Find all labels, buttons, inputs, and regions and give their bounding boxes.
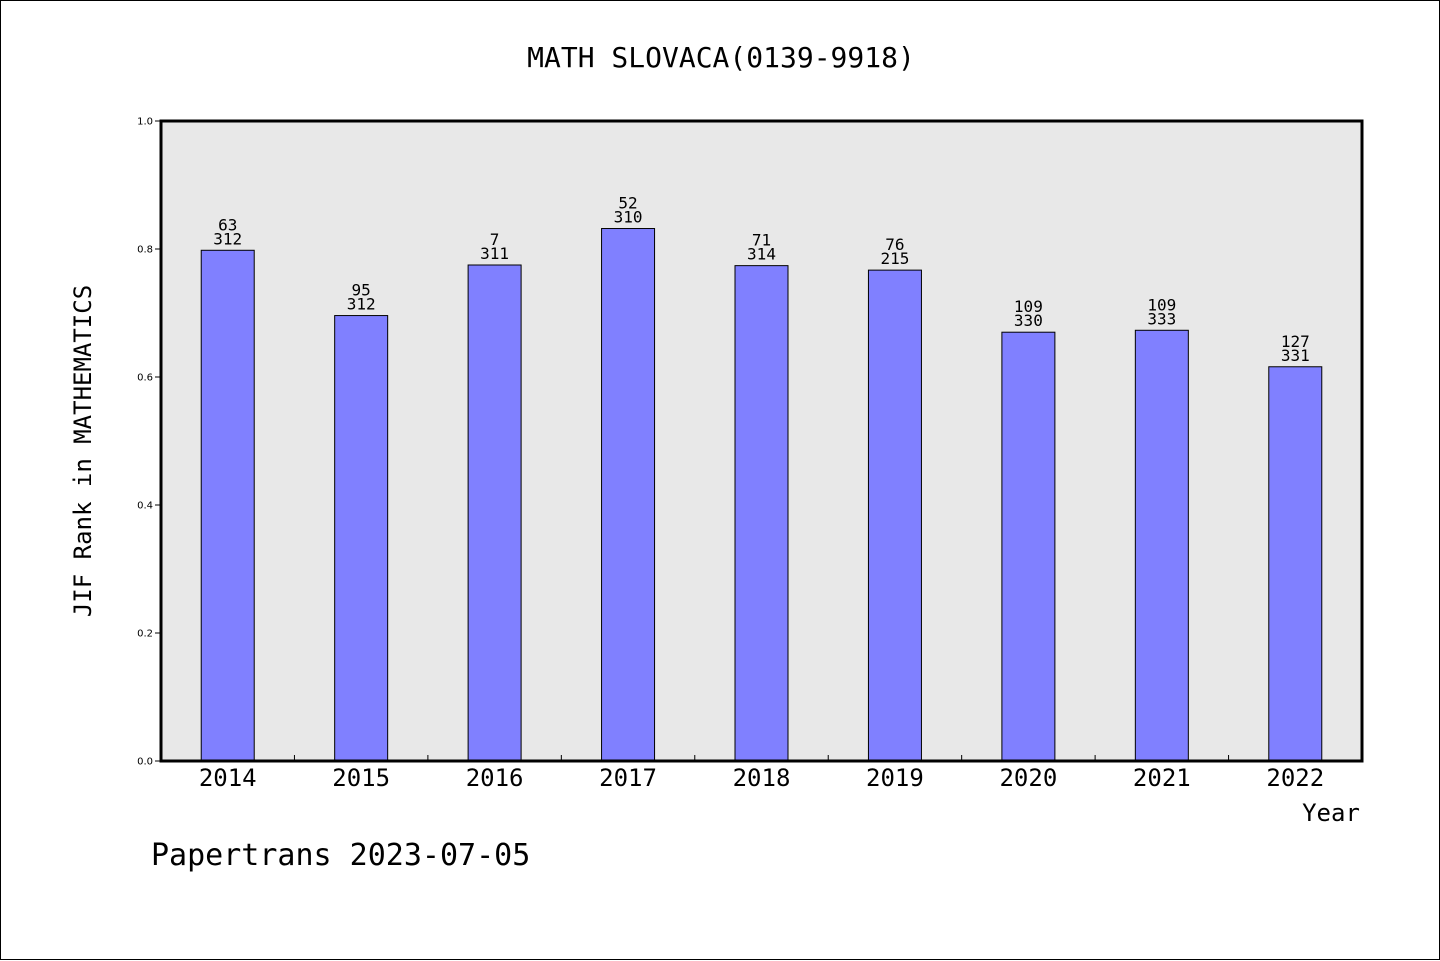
bar-2019 bbox=[867, 269, 922, 762]
bar-total-label: 331 bbox=[1281, 346, 1310, 365]
bar-total-label: 330 bbox=[1014, 311, 1043, 330]
bar-rank-label: 52 bbox=[618, 194, 637, 213]
bar-total-label: 215 bbox=[880, 249, 909, 268]
bar-2020 bbox=[1001, 331, 1056, 762]
chart-title: MATH SLOVACA(0139-9918) bbox=[527, 41, 915, 74]
footer-credit: Papertrans 2023-07-05 bbox=[151, 838, 530, 873]
x-tick-label: 2016 bbox=[466, 764, 524, 792]
bar-rank-label: 127 bbox=[1281, 332, 1310, 351]
bar-total-label: 333 bbox=[1147, 309, 1176, 328]
x-axis: 2014 2015 2016 2017 2018 2019 2020 2021 2022 bbox=[199, 755, 1324, 792]
bar-2021 bbox=[1134, 329, 1189, 762]
bar-total-label: 312 bbox=[213, 229, 242, 248]
x-tick-label: 2017 bbox=[599, 764, 657, 792]
y-tick-label: 0.6 bbox=[137, 373, 153, 384]
y-axis: 0.0 0.2 0.4 0.6 0.8 1.0 bbox=[137, 117, 161, 768]
y-tick-label: 0.4 bbox=[137, 501, 153, 512]
bar-rank-label: 76 bbox=[885, 235, 904, 254]
y-axis-label: JIF Rank in MATHEMATICS bbox=[69, 285, 97, 617]
bar-total-label: 310 bbox=[614, 208, 643, 227]
bar-rank-label: 63 bbox=[218, 215, 237, 234]
plot-border bbox=[159, 119, 1364, 763]
bar-2016 bbox=[467, 264, 522, 762]
x-tick-label: 2014 bbox=[199, 764, 257, 792]
x-tick-label: 2022 bbox=[1266, 764, 1324, 792]
y-tick-label: 0.2 bbox=[137, 629, 153, 640]
x-tick-label: 2019 bbox=[866, 764, 924, 792]
bar-rank-label: 7 bbox=[490, 230, 500, 249]
bar-total-label: 312 bbox=[347, 295, 376, 314]
bar-rank-label: 95 bbox=[352, 281, 371, 300]
bar-rank-label: 71 bbox=[752, 231, 771, 250]
bar-rank-label: 109 bbox=[1147, 295, 1176, 314]
x-tick-label: 2018 bbox=[733, 764, 791, 792]
bar-2017 bbox=[601, 228, 656, 762]
bars-group: 6331295312731152310713147621510933010933… bbox=[200, 194, 1323, 762]
x-tick-label: 2020 bbox=[999, 764, 1057, 792]
bar-2015 bbox=[334, 315, 389, 762]
y-tick-label: 1.0 bbox=[137, 117, 153, 128]
bar-total-label: 314 bbox=[747, 245, 776, 264]
bar-2014 bbox=[200, 249, 255, 762]
bar-2022 bbox=[1268, 366, 1323, 762]
bar-2018 bbox=[734, 265, 789, 762]
bar-rank-label: 109 bbox=[1014, 297, 1043, 316]
x-tick-label: 2021 bbox=[1133, 764, 1191, 792]
y-tick-label: 0.0 bbox=[137, 757, 153, 768]
x-tick-label: 2015 bbox=[332, 764, 390, 792]
bar-total-label: 311 bbox=[480, 244, 509, 263]
x-axis-label: Year bbox=[1302, 799, 1360, 827]
y-tick-label: 0.8 bbox=[137, 245, 153, 256]
